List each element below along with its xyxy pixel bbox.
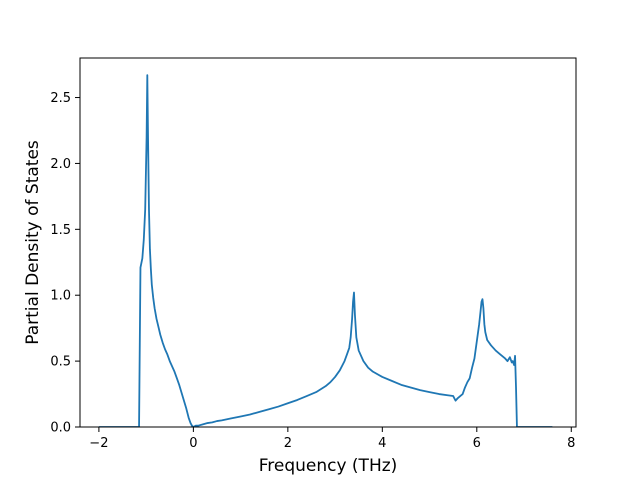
y-tick-label: 2.5 [50,91,71,106]
y-axis-label: Partial Density of States [23,140,43,345]
x-tick-label: 6 [473,436,481,451]
series-line-0 [98,74,553,427]
y-tick-label: 0.0 [50,421,71,436]
x-tick-label: 2 [284,436,292,451]
x-tick-label: 8 [567,436,575,451]
plot-frame [79,57,577,428]
x-axis-label: Frequency (THz) [259,456,398,476]
x-tick-label: −2 [89,436,108,451]
x-axis-ticks: −2 0 2 4 6 8 [89,427,575,451]
y-tick-label: 2.0 [50,157,71,172]
plot-area [98,74,553,427]
y-tick-label: 1.0 [50,289,71,304]
x-tick-label: 0 [189,436,197,451]
y-tick-label: 0.5 [50,355,71,370]
y-tick-label: 1.5 [50,223,71,238]
y-axis-ticks: 0.0 0.5 1.0 1.5 2.0 2.5 [50,91,80,436]
x-tick-label: 4 [378,436,386,451]
